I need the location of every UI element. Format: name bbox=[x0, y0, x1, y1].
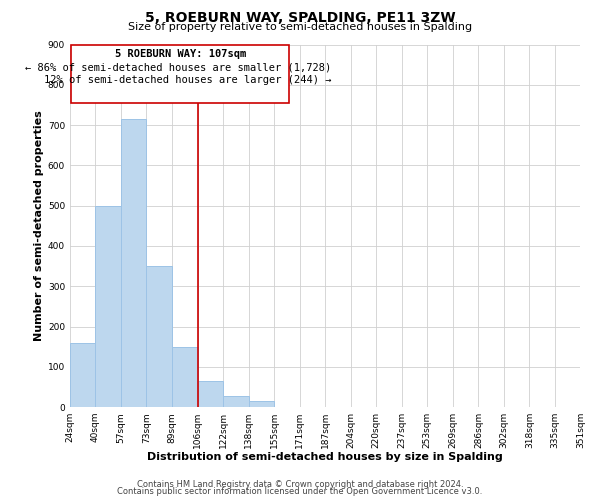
Text: 5 ROEBURN WAY: 107sqm: 5 ROEBURN WAY: 107sqm bbox=[115, 49, 246, 59]
Text: ← 86% of semi-detached houses are smaller (1,728): ← 86% of semi-detached houses are smalle… bbox=[25, 62, 331, 72]
Bar bbox=[172, 346, 197, 407]
Text: 5, ROEBURN WAY, SPALDING, PE11 3ZW: 5, ROEBURN WAY, SPALDING, PE11 3ZW bbox=[145, 11, 455, 25]
Bar bbox=[223, 396, 248, 407]
Text: Contains public sector information licensed under the Open Government Licence v3: Contains public sector information licen… bbox=[118, 487, 482, 496]
Text: Contains HM Land Registry data © Crown copyright and database right 2024.: Contains HM Land Registry data © Crown c… bbox=[137, 480, 463, 489]
Bar bbox=[121, 119, 146, 407]
Bar bbox=[146, 266, 172, 407]
Bar bbox=[197, 381, 223, 407]
Text: 12% of semi-detached houses are larger (244) →: 12% of semi-detached houses are larger (… bbox=[44, 75, 332, 85]
Bar bbox=[248, 401, 274, 407]
FancyBboxPatch shape bbox=[71, 44, 289, 103]
Y-axis label: Number of semi-detached properties: Number of semi-detached properties bbox=[34, 110, 44, 341]
Bar bbox=[70, 342, 95, 407]
X-axis label: Distribution of semi-detached houses by size in Spalding: Distribution of semi-detached houses by … bbox=[148, 452, 503, 462]
Bar bbox=[95, 206, 121, 407]
Text: Size of property relative to semi-detached houses in Spalding: Size of property relative to semi-detach… bbox=[128, 22, 472, 32]
